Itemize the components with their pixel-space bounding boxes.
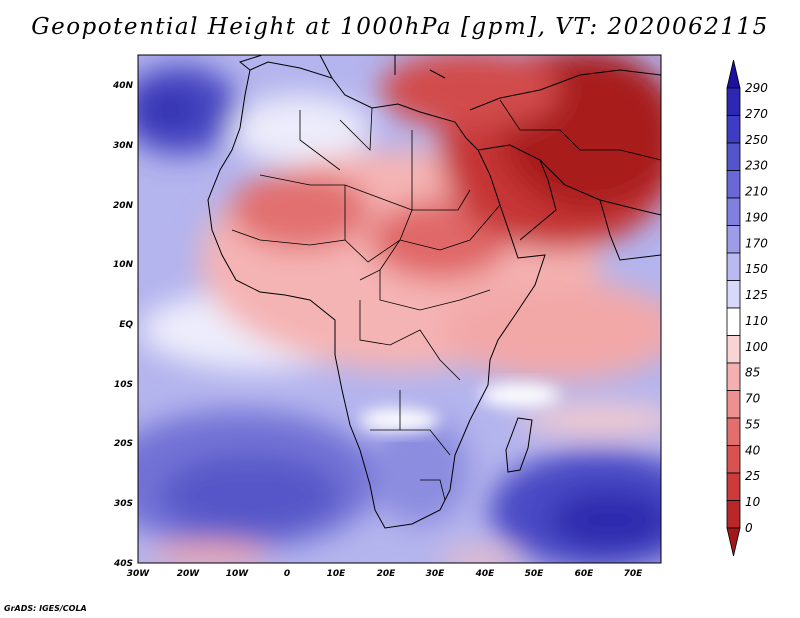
lat-tick-label: 10N bbox=[113, 260, 134, 270]
lon-tick-label: 0 bbox=[284, 569, 290, 579]
map-title: Geopotential Height at 1000hPa [gpm], VT… bbox=[31, 14, 769, 40]
lat-tick-label: EQ bbox=[119, 320, 133, 330]
colorbar-swatch bbox=[726, 142, 741, 171]
colorbar-label: 55 bbox=[745, 417, 760, 431]
lat-tick-label: 10S bbox=[114, 380, 133, 390]
colorbar-swatch bbox=[726, 59, 741, 89]
lat-tick-label: 40S bbox=[113, 559, 133, 569]
colorbar-label: 290 bbox=[745, 81, 768, 95]
colorbar-label: 110 bbox=[745, 314, 768, 328]
coastlines bbox=[207, 55, 661, 529]
colorbar-label: 25 bbox=[745, 469, 760, 483]
colorbar-swatch bbox=[726, 115, 741, 144]
colorbar-swatch bbox=[726, 500, 741, 529]
latitude-axis: 40N 30N 20N 10N EQ 10S 20S 30S 40S bbox=[112, 81, 134, 569]
lon-tick-label: 10E bbox=[327, 569, 347, 579]
colorbar-label: 190 bbox=[745, 210, 768, 224]
lon-tick-label: 20E bbox=[377, 569, 397, 579]
lon-tick-label: 40E bbox=[475, 569, 496, 579]
lon-tick-label: 30E bbox=[426, 569, 446, 579]
colorbar-label: 0 bbox=[745, 521, 753, 535]
colorbar-swatch bbox=[726, 417, 741, 446]
colorbar-swatch bbox=[726, 252, 741, 281]
lat-tick-label: 40N bbox=[112, 81, 134, 91]
colorbar-label: 10 bbox=[745, 495, 761, 509]
colorbar-swatch bbox=[726, 307, 741, 336]
lon-tick-label: 70E bbox=[624, 569, 644, 579]
lat-tick-label: 20S bbox=[114, 439, 133, 449]
colorbar-label: 270 bbox=[745, 107, 768, 121]
longitude-axis: 30W 20W 10W 0 10E 20E 30E 40E 50E 60E 70… bbox=[127, 569, 643, 579]
lat-tick-label: 30N bbox=[113, 141, 134, 151]
colorbar: 2902702502302101901701501251101008570554… bbox=[726, 59, 768, 557]
colorbar-label: 125 bbox=[745, 288, 768, 302]
colorbar-swatch bbox=[726, 170, 741, 199]
colorbar-swatch bbox=[726, 390, 741, 419]
lon-tick-label: 50E bbox=[525, 569, 545, 579]
colorbar-swatch bbox=[726, 280, 741, 309]
colorbar-label: 150 bbox=[745, 262, 768, 276]
colorbar-label: 85 bbox=[745, 366, 760, 380]
colorbar-swatch bbox=[726, 445, 741, 474]
footer-credit: GrADS: IGES/COLA bbox=[4, 604, 87, 613]
colorbar-label: 230 bbox=[745, 159, 768, 173]
country-borders bbox=[231, 99, 661, 501]
colorbar-label: 170 bbox=[745, 236, 768, 250]
lon-tick-label: 10W bbox=[226, 569, 250, 579]
lon-tick-label: 30W bbox=[127, 569, 151, 579]
colorbar-label: 210 bbox=[745, 185, 768, 199]
colorbar-swatch bbox=[726, 527, 741, 557]
lon-tick-label: 60E bbox=[575, 569, 595, 579]
colorbar-swatch bbox=[726, 335, 741, 364]
colorbar-swatch bbox=[726, 362, 741, 391]
colorbar-label: 250 bbox=[745, 133, 768, 147]
plot-frame bbox=[137, 54, 662, 564]
colorbar-label: 70 bbox=[745, 392, 761, 406]
lat-tick-label: 30S bbox=[114, 499, 133, 509]
colorbar-swatch bbox=[726, 472, 741, 501]
colorbar-label: 40 bbox=[745, 443, 761, 457]
lon-tick-label: 20W bbox=[177, 569, 201, 579]
colorbar-swatch bbox=[726, 225, 741, 254]
colorbar-swatch bbox=[726, 197, 741, 226]
colorbar-label: 100 bbox=[745, 340, 768, 354]
geopotential-field bbox=[138, 55, 661, 563]
colorbar-swatch bbox=[726, 87, 741, 116]
lat-tick-label: 20N bbox=[113, 201, 134, 211]
